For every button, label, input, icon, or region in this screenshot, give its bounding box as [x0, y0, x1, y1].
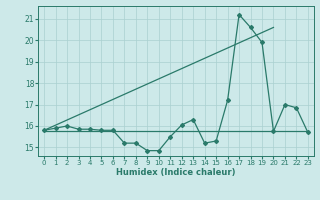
X-axis label: Humidex (Indice chaleur): Humidex (Indice chaleur) — [116, 168, 236, 177]
